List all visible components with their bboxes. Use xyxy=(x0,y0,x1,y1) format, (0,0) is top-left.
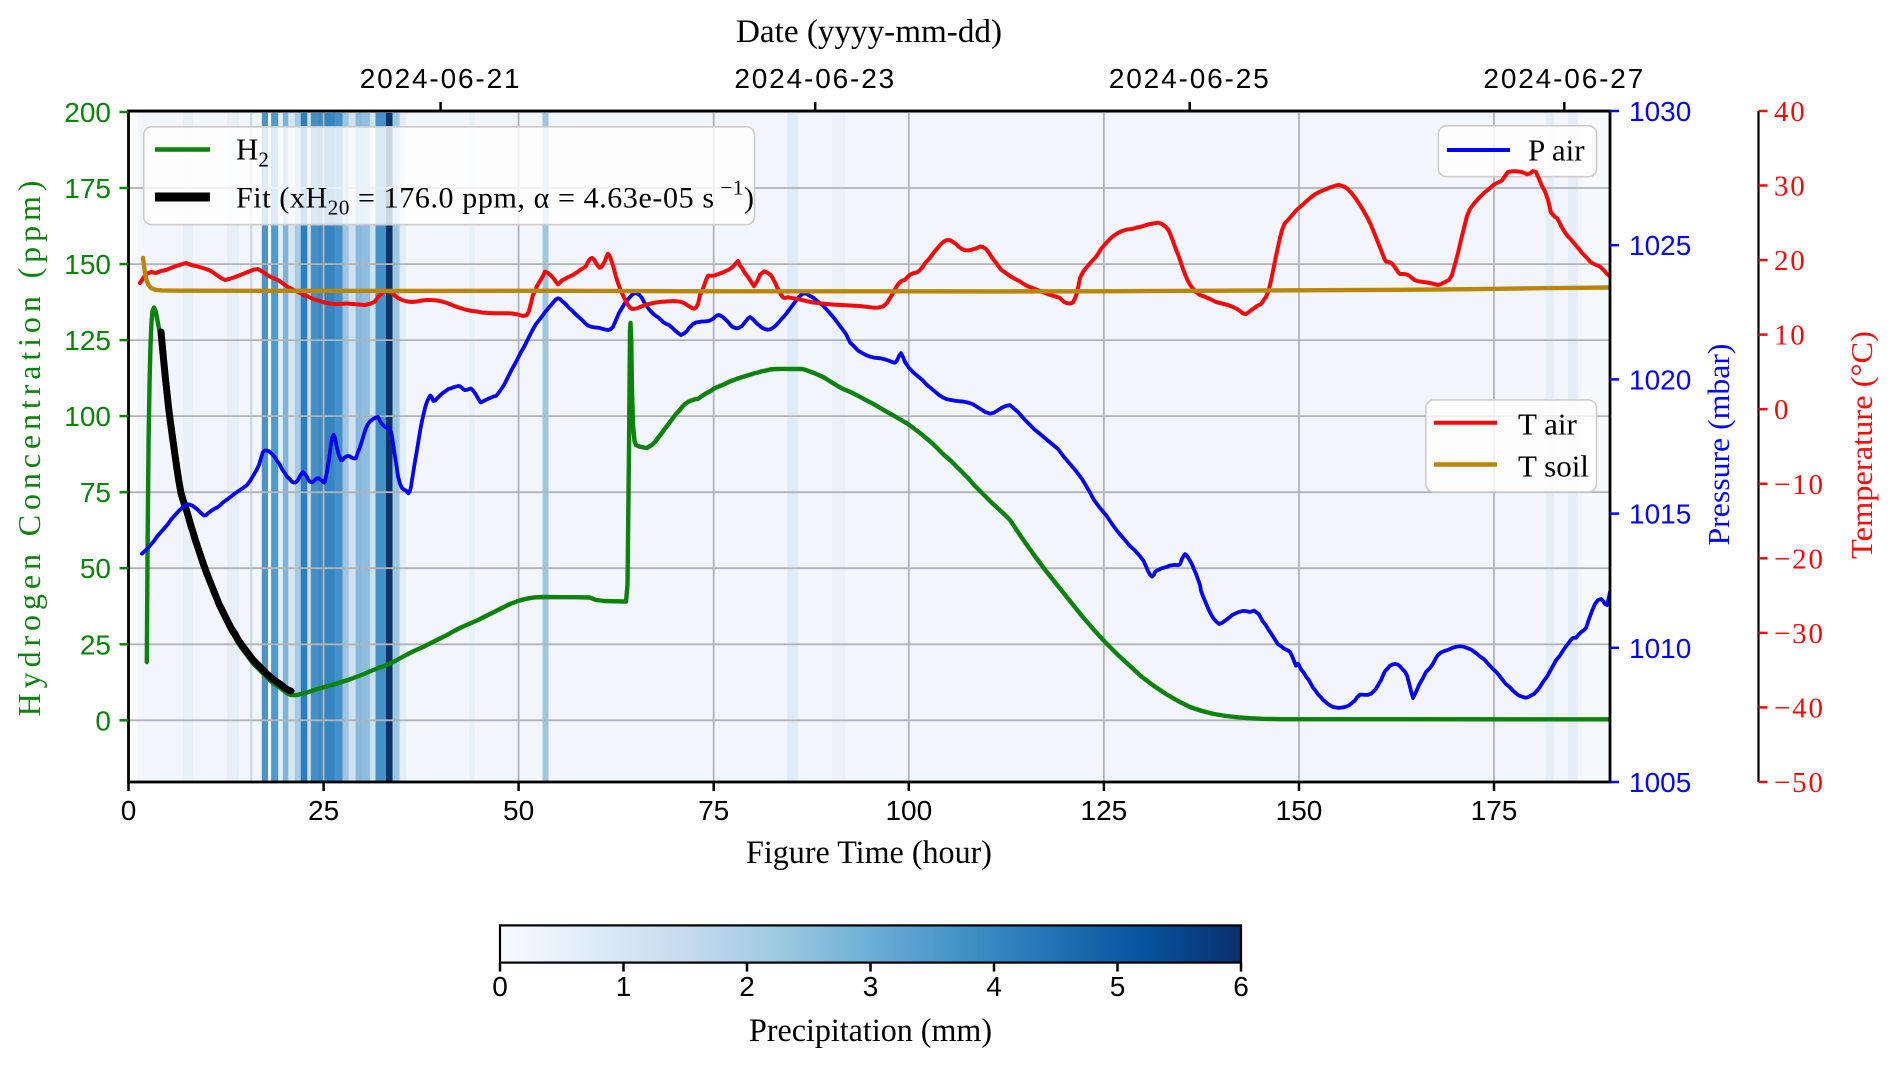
svg-text:−10: −10 xyxy=(1774,469,1825,501)
svg-text:0: 0 xyxy=(492,971,508,1002)
svg-text:100: 100 xyxy=(64,401,111,432)
svg-text:1005: 1005 xyxy=(1629,767,1691,798)
svg-text:Figure Time (hour): Figure Time (hour) xyxy=(746,835,992,871)
svg-text:P air: P air xyxy=(1528,133,1585,168)
svg-text:4: 4 xyxy=(986,971,1002,1002)
svg-text:5: 5 xyxy=(1110,971,1126,1002)
svg-text:T air: T air xyxy=(1518,407,1577,442)
svg-text:Pressure (mbar): Pressure (mbar) xyxy=(1701,344,1736,546)
svg-text:2024-06-21: 2024-06-21 xyxy=(360,63,522,94)
svg-text:0: 0 xyxy=(1774,394,1790,426)
svg-text:1: 1 xyxy=(616,971,632,1002)
svg-text:25: 25 xyxy=(308,795,339,826)
svg-text:50: 50 xyxy=(503,795,534,826)
svg-text:1025: 1025 xyxy=(1629,230,1691,261)
svg-text:25: 25 xyxy=(80,629,111,660)
svg-text:Date (yyyy-mm-dd): Date (yyyy-mm-dd) xyxy=(736,14,1002,50)
svg-text:30: 30 xyxy=(1774,171,1807,203)
svg-text:175: 175 xyxy=(64,173,111,204)
svg-text:1010: 1010 xyxy=(1629,633,1691,664)
svg-text:150: 150 xyxy=(1276,795,1323,826)
svg-text:40: 40 xyxy=(1774,96,1807,128)
svg-text:0: 0 xyxy=(95,705,111,736)
svg-text:−40: −40 xyxy=(1774,692,1825,724)
svg-text:Fit (xH20 = 176.0 ppm, α = 4.6: Fit (xH20 = 176.0 ppm, α = 4.63e-05 s −1… xyxy=(236,176,755,220)
svg-text:50: 50 xyxy=(80,553,111,584)
svg-text:100: 100 xyxy=(885,795,932,826)
svg-text:Temperature (°C): Temperature (°C) xyxy=(1844,331,1879,559)
svg-text:175: 175 xyxy=(1471,795,1518,826)
svg-text:20: 20 xyxy=(1774,245,1807,277)
svg-text:75: 75 xyxy=(698,795,729,826)
svg-text:150: 150 xyxy=(64,249,111,280)
svg-text:10: 10 xyxy=(1774,320,1807,352)
svg-text:1030: 1030 xyxy=(1629,96,1691,127)
svg-text:Precipitation (mm): Precipitation (mm) xyxy=(749,1013,992,1049)
svg-text:T soil: T soil xyxy=(1518,448,1589,483)
svg-text:−20: −20 xyxy=(1774,543,1825,575)
svg-text:6: 6 xyxy=(1233,971,1249,1002)
svg-text:3: 3 xyxy=(863,971,879,1002)
svg-text:2024-06-25: 2024-06-25 xyxy=(1109,63,1271,94)
svg-text:2: 2 xyxy=(739,971,755,1002)
svg-text:2024-06-27: 2024-06-27 xyxy=(1483,63,1645,94)
svg-text:125: 125 xyxy=(1081,795,1128,826)
svg-text:75: 75 xyxy=(80,477,111,508)
svg-text:0: 0 xyxy=(121,795,137,826)
svg-text:1020: 1020 xyxy=(1629,364,1691,395)
svg-text:Hydrogen Concentration (ppm): Hydrogen Concentration (ppm) xyxy=(11,176,47,717)
svg-text:1015: 1015 xyxy=(1629,499,1691,530)
svg-text:125: 125 xyxy=(64,325,111,356)
svg-text:2024-06-23: 2024-06-23 xyxy=(734,63,896,94)
svg-text:200: 200 xyxy=(64,97,111,128)
svg-text:−30: −30 xyxy=(1774,618,1825,650)
svg-text:−50: −50 xyxy=(1774,767,1825,799)
